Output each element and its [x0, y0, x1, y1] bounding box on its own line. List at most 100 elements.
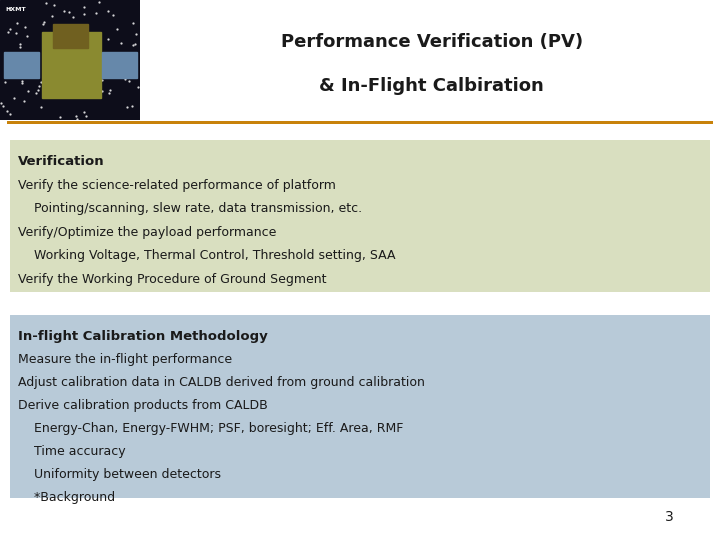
Point: [4, 24, 16, 33]
Bar: [53, 24, 89, 48]
Point: [22, 87, 34, 96]
Point: [103, 89, 114, 98]
Point: [107, 11, 119, 20]
Text: Performance Verification (PV): Performance Verification (PV): [281, 33, 583, 51]
Point: [32, 85, 44, 94]
Point: [115, 39, 127, 48]
Point: [14, 43, 25, 51]
Text: 3: 3: [665, 510, 674, 524]
Point: [18, 96, 30, 105]
Point: [130, 65, 142, 74]
Point: [8, 93, 19, 102]
Point: [47, 12, 58, 21]
Point: [40, 0, 51, 8]
Point: [109, 57, 120, 65]
Point: [4, 110, 16, 118]
Point: [0, 102, 9, 110]
Point: [111, 24, 122, 33]
Point: [122, 103, 133, 111]
Point: [19, 23, 31, 32]
Point: [56, 51, 68, 59]
Text: *Background: *Background: [19, 491, 115, 504]
Point: [45, 87, 56, 96]
Text: Verify the Working Procedure of Ground Segment: Verify the Working Procedure of Ground S…: [19, 273, 327, 286]
Point: [63, 8, 75, 17]
Text: Adjust calibration data in CALDB derived from ground calibration: Adjust calibration data in CALDB derived…: [19, 376, 426, 389]
Point: [22, 31, 33, 40]
Text: Time accuracy: Time accuracy: [19, 445, 126, 458]
Point: [130, 30, 142, 39]
Text: Verify/Optimize the payload performance: Verify/Optimize the payload performance: [19, 226, 276, 239]
Point: [67, 12, 78, 21]
Text: HXMT: HXMT: [6, 7, 26, 12]
Point: [1, 72, 12, 80]
Bar: [4, 52, 39, 78]
Point: [44, 79, 55, 88]
Point: [110, 56, 122, 65]
Point: [24, 48, 35, 57]
Point: [0, 78, 11, 86]
Point: [107, 56, 118, 64]
Point: [16, 78, 27, 87]
Text: Verification: Verification: [19, 155, 105, 168]
Point: [120, 75, 131, 84]
Text: In-flight Calibration Methodology: In-flight Calibration Methodology: [19, 329, 268, 343]
Point: [78, 108, 89, 117]
Point: [45, 55, 57, 63]
Point: [35, 103, 47, 111]
Point: [49, 0, 60, 9]
Point: [94, 59, 105, 68]
Point: [77, 88, 89, 97]
Point: [123, 77, 135, 85]
Point: [30, 89, 42, 97]
Point: [102, 6, 114, 15]
Point: [127, 19, 139, 28]
Point: [1, 106, 12, 115]
Text: Uniformity between detectors: Uniformity between detectors: [19, 468, 222, 481]
Point: [2, 28, 14, 37]
Point: [90, 9, 102, 17]
Point: [132, 82, 144, 91]
Point: [93, 0, 104, 6]
Point: [96, 76, 108, 85]
Text: Verify the science-related performance of platform: Verify the science-related performance o…: [19, 179, 336, 192]
Point: [6, 53, 18, 62]
Point: [35, 78, 47, 86]
Point: [66, 25, 78, 33]
Point: [127, 41, 139, 50]
Point: [80, 112, 91, 120]
Text: Pointing/scanning, slew rate, data transmission, etc.: Pointing/scanning, slew rate, data trans…: [19, 202, 363, 215]
Point: [34, 82, 45, 90]
Point: [55, 113, 66, 122]
Point: [79, 81, 91, 90]
Point: [130, 39, 141, 48]
Point: [104, 86, 116, 94]
Point: [16, 77, 27, 85]
Point: [37, 53, 48, 62]
Bar: [42, 32, 101, 98]
Point: [11, 28, 22, 37]
Point: [102, 35, 114, 44]
Point: [126, 102, 138, 110]
Point: [78, 3, 89, 11]
Point: [71, 115, 82, 124]
Point: [87, 64, 99, 73]
Point: [68, 64, 79, 73]
Point: [71, 111, 82, 120]
Text: Derive calibration products from CALDB: Derive calibration products from CALDB: [19, 399, 268, 412]
Point: [4, 4, 15, 13]
Bar: [102, 52, 138, 78]
Text: Energy-Chan, Energy-FWHM; PSF, boresight; Eff. Area, RMF: Energy-Chan, Energy-FWHM; PSF, boresight…: [19, 422, 404, 435]
Point: [14, 39, 25, 48]
Point: [0, 98, 6, 107]
Point: [58, 7, 70, 16]
Text: Measure the in-flight performance: Measure the in-flight performance: [19, 353, 233, 366]
Point: [20, 55, 32, 63]
Point: [12, 19, 23, 28]
Point: [37, 19, 48, 28]
Point: [22, 66, 34, 75]
Text: & In-Flight Calbiration: & In-Flight Calbiration: [320, 77, 544, 96]
Point: [78, 9, 90, 18]
Point: [96, 86, 108, 95]
Point: [20, 56, 32, 65]
